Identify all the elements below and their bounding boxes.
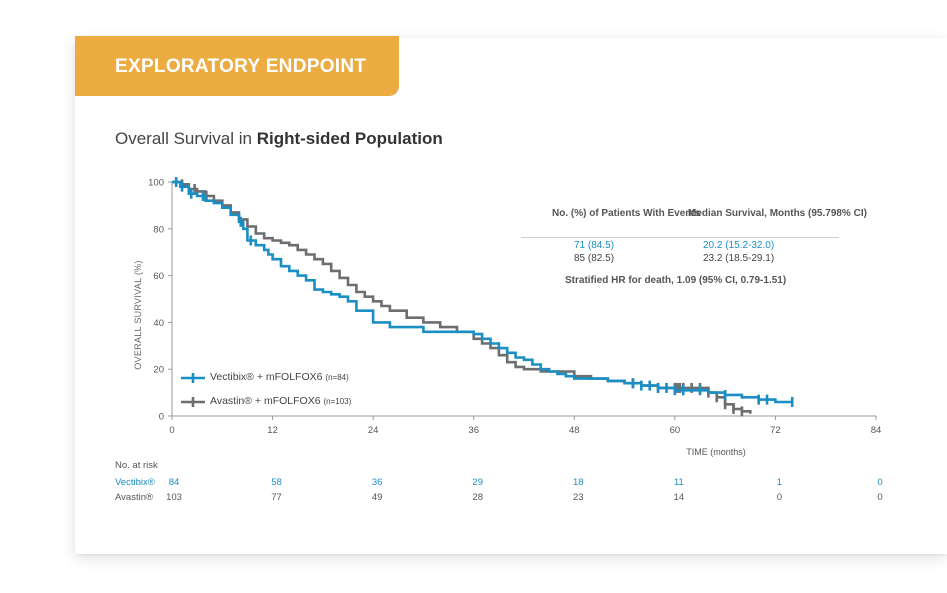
banner-label: EXPLORATORY ENDPOINT — [115, 56, 367, 77]
legend-avastin-n: (n=103) — [323, 397, 352, 406]
at-risk-avastin-value: 0 — [776, 492, 783, 503]
at-risk-title: No. at risk — [115, 460, 158, 471]
chart-title: Overall Survival in Right-sided Populati… — [115, 129, 443, 149]
stats-avastin-events: 85 (82.5) — [574, 253, 615, 264]
stats-header-median: Median Survival, Months (95.798% CI) — [688, 208, 867, 219]
x-tick-label: 0 — [169, 425, 174, 436]
stats-hazard-ratio: Stratified HR for death, 1.09 (95% CI, 0… — [565, 275, 787, 286]
at-risk-avastin-value: 77 — [271, 492, 282, 503]
stats-vectibix-median: 20.2 (15.2-32.0) — [703, 240, 775, 251]
y-tick-label: 80 — [153, 224, 164, 235]
x-tick-label: 36 — [468, 425, 479, 436]
x-tick-label: 48 — [569, 425, 580, 436]
stats-divider — [521, 237, 839, 238]
content-card — [75, 38, 947, 554]
y-tick-label: 100 — [148, 178, 164, 189]
at-risk-avastin-value: 103 — [166, 492, 182, 503]
at-risk-avastin-value: 0 — [877, 492, 883, 503]
x-tick-label: 84 — [871, 425, 882, 436]
x-tick-label: 24 — [368, 425, 379, 436]
chart-title-prefix: Overall Survival in — [115, 129, 257, 148]
y-tick-label: 40 — [153, 318, 164, 329]
at-risk-vectibix-value: 36 — [371, 477, 383, 488]
x-axis-label: TIME (months) — [686, 447, 746, 457]
y-tick-label: 20 — [153, 365, 164, 376]
x-tick-label: 12 — [267, 425, 278, 436]
legend-avastin: Avastin® + mFOLFOX6 (n=103) — [210, 395, 351, 407]
at-risk-vectibix-value: 84 — [168, 477, 180, 488]
at-risk-vectibix-value: 58 — [271, 477, 282, 488]
at-risk-vectibix-value: 0 — [877, 477, 883, 488]
y-axis-label: OVERALL SURVIVAL (%) — [133, 260, 143, 370]
x-tick-label: 60 — [670, 425, 681, 436]
legend-avastin-label: Avastin® + mFOLFOX6 — [210, 395, 321, 407]
at-risk-avastin-value: 49 — [371, 492, 383, 503]
at-risk-vectibix-value: 18 — [572, 477, 584, 488]
at-risk-vectibix-value: 11 — [673, 477, 684, 488]
exploratory-endpoint-banner: EXPLORATORY ENDPOINT — [75, 36, 399, 96]
y-tick-label: 0 — [159, 412, 164, 423]
stats-vectibix-events: 71 (84.5) — [574, 240, 615, 251]
x-tick-label: 72 — [770, 425, 781, 436]
legend-vectibix-label: Vectibix® + mFOLFOX6 — [210, 371, 323, 383]
legend-vectibix: Vectibix® + mFOLFOX6 (n=84) — [210, 371, 349, 383]
at-risk-avastin-value: 14 — [673, 492, 685, 503]
at-risk-vectibix-value: 29 — [472, 477, 483, 488]
stats-avastin-median: 23.2 (18.5-29.1) — [703, 253, 775, 264]
legend-vectibix-n: (n=84) — [325, 373, 349, 382]
y-tick-label: 60 — [153, 271, 164, 282]
at-risk-vectibix-label: Vectibix® — [115, 477, 155, 488]
stats-header-events: No. (%) of Patients With Events — [552, 208, 701, 219]
at-risk-avastin-value: 28 — [472, 492, 483, 503]
at-risk-avastin-label: Avastin® — [115, 492, 153, 503]
at-risk-vectibix-value: 1 — [776, 477, 783, 488]
chart-title-bold: Right-sided Population — [256, 129, 443, 148]
at-risk-avastin-value: 23 — [572, 492, 584, 503]
